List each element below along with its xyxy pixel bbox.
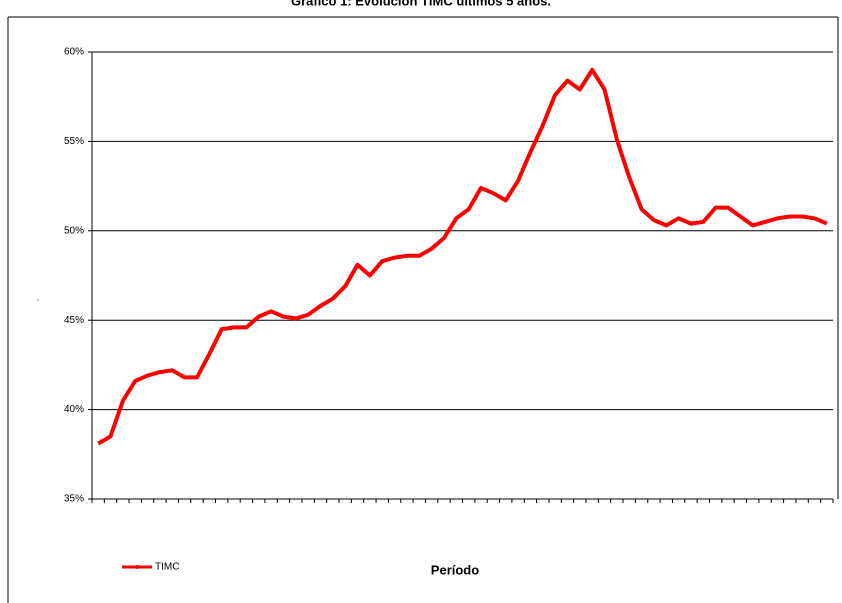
line-series	[97, 67, 828, 446]
y-tick-label: 60%	[64, 47, 84, 58]
y-axis-title: .	[37, 293, 40, 304]
y-tick-label: 40%	[64, 404, 84, 415]
y-tick-label: 55%	[64, 136, 84, 147]
legend-label: TIMC	[155, 562, 179, 573]
x-axis-title: Período	[431, 562, 479, 577]
chart-title: Gráfico 1: Evolución TIMC últimos 5 años…	[291, 0, 551, 8]
y-tick-label: 35%	[64, 494, 84, 505]
legend-marker	[135, 565, 139, 569]
y-tick-label: 50%	[64, 225, 84, 236]
y-tick-label: 45%	[64, 315, 84, 326]
